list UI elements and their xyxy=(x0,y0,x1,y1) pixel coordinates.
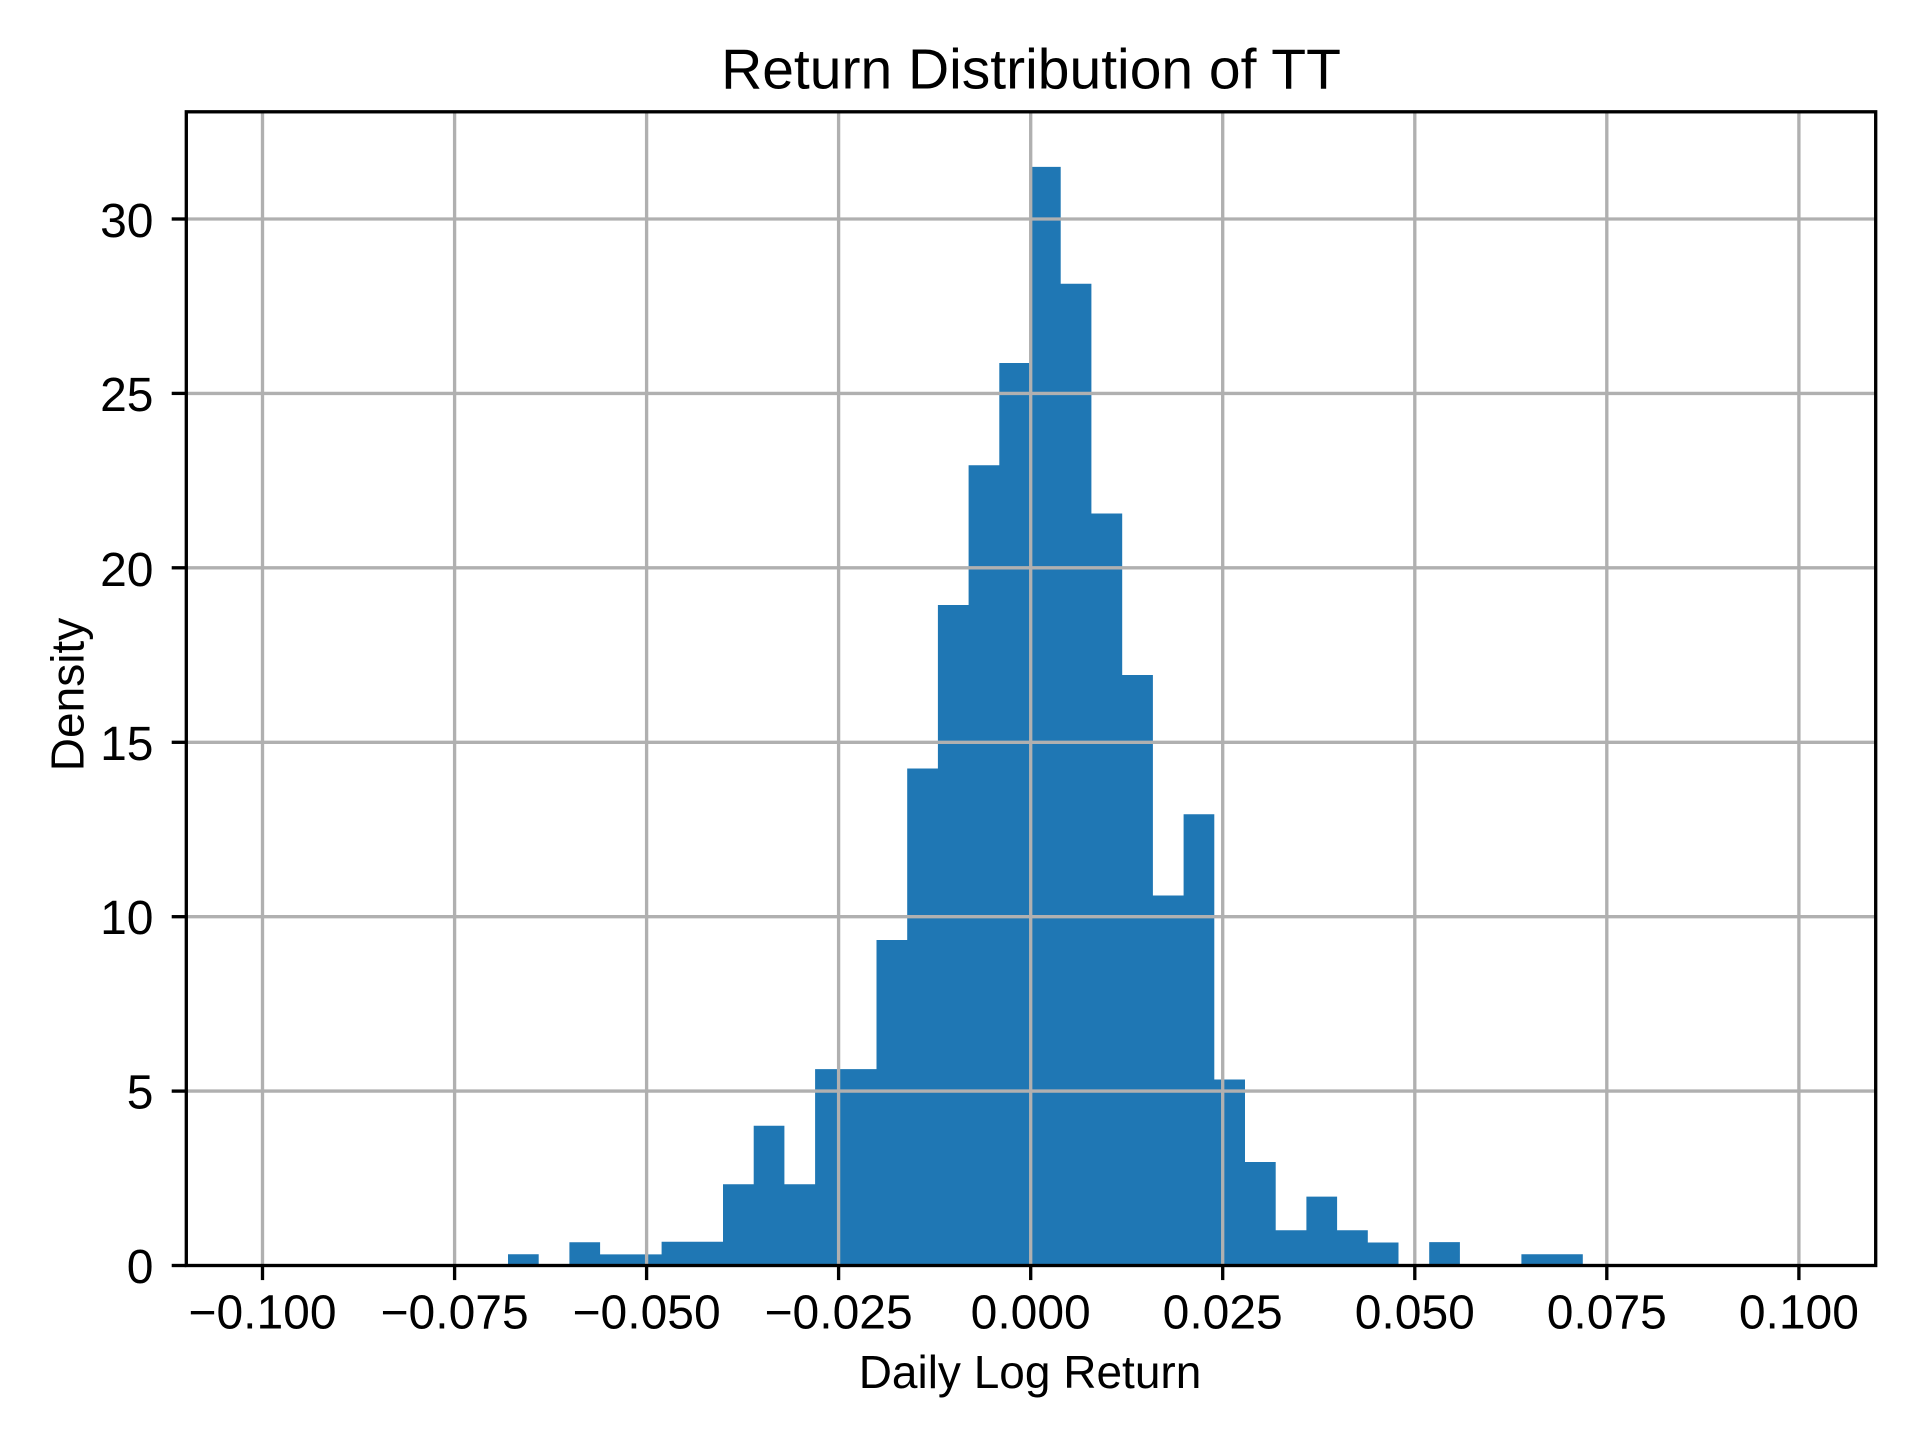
svg-text:−0.050: −0.050 xyxy=(573,1287,721,1340)
svg-text:5: 5 xyxy=(127,1067,154,1120)
svg-text:0.075: 0.075 xyxy=(1547,1287,1667,1340)
svg-text:0.050: 0.050 xyxy=(1355,1287,1475,1340)
svg-text:10: 10 xyxy=(100,892,153,945)
svg-text:30: 30 xyxy=(100,195,153,248)
svg-text:−0.025: −0.025 xyxy=(765,1287,913,1340)
svg-text:0: 0 xyxy=(127,1241,154,1294)
svg-text:Return Distribution of TT: Return Distribution of TT xyxy=(721,38,1341,102)
svg-text:15: 15 xyxy=(100,718,153,771)
svg-text:0.000: 0.000 xyxy=(971,1287,1091,1340)
svg-text:Density: Density xyxy=(42,618,94,771)
svg-text:−0.100: −0.100 xyxy=(188,1287,336,1340)
svg-text:25: 25 xyxy=(100,369,153,422)
svg-text:Daily Log Return: Daily Log Return xyxy=(859,1346,1202,1398)
svg-text:−0.075: −0.075 xyxy=(381,1287,529,1340)
svg-text:0.025: 0.025 xyxy=(1163,1287,1283,1340)
svg-text:0.100: 0.100 xyxy=(1739,1287,1859,1340)
svg-text:20: 20 xyxy=(100,544,153,597)
